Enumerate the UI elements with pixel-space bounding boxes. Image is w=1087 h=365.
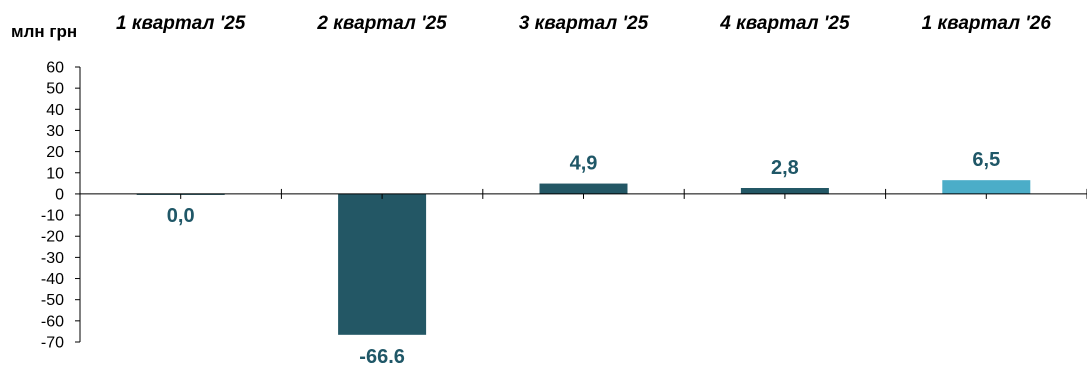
y-axis: 60 50 40 30 20 10 0 -10 -20 -30 -40 -50 -60 -70 <box>41 60 81 352</box>
data-label: 2,8 <box>771 157 799 179</box>
y-tick-label: 50 <box>46 81 64 98</box>
category-labels: 1 квартал '25 2 квартал '25 3 квартал '25 4… <box>116 13 1051 34</box>
bar <box>942 180 1031 194</box>
y-tick-label: 30 <box>46 123 64 140</box>
y-tick-label: 10 <box>46 165 64 182</box>
bars <box>136 180 1031 335</box>
bar <box>338 193 427 335</box>
category-label: 4 квартал '25 <box>719 13 850 34</box>
y-tick-label: 0 <box>55 186 64 203</box>
data-label: -66.6 <box>359 346 405 365</box>
category-label: 2 квартал '25 <box>316 13 447 34</box>
y-tick-label: 40 <box>46 102 64 119</box>
category-label: 3 квартал '25 <box>519 13 649 34</box>
bar <box>539 183 628 194</box>
y-tick-label: -20 <box>41 229 64 246</box>
category-label: 1 квартал '26 <box>922 13 1052 34</box>
y-tick-label: 20 <box>46 144 64 161</box>
y-tick-label: -50 <box>41 292 64 309</box>
y-tick-label: -10 <box>41 208 64 225</box>
y-tick-label: -60 <box>41 313 64 330</box>
unit-label: млн грн <box>11 22 77 41</box>
y-tick-label: -40 <box>41 271 64 288</box>
value-labels: 0,0 -66.6 4,9 2,8 6,5 <box>167 149 1000 365</box>
y-tick-label: -70 <box>41 335 64 352</box>
bar <box>740 188 829 194</box>
y-tick-label: 60 <box>46 60 64 77</box>
data-label: 6,5 <box>972 149 1000 171</box>
data-label: 4,9 <box>570 153 598 175</box>
category-label: 1 квартал '25 <box>116 13 246 34</box>
data-label: 0,0 <box>167 205 195 227</box>
x-axis <box>80 188 1087 199</box>
y-tick-label: -30 <box>41 250 64 267</box>
